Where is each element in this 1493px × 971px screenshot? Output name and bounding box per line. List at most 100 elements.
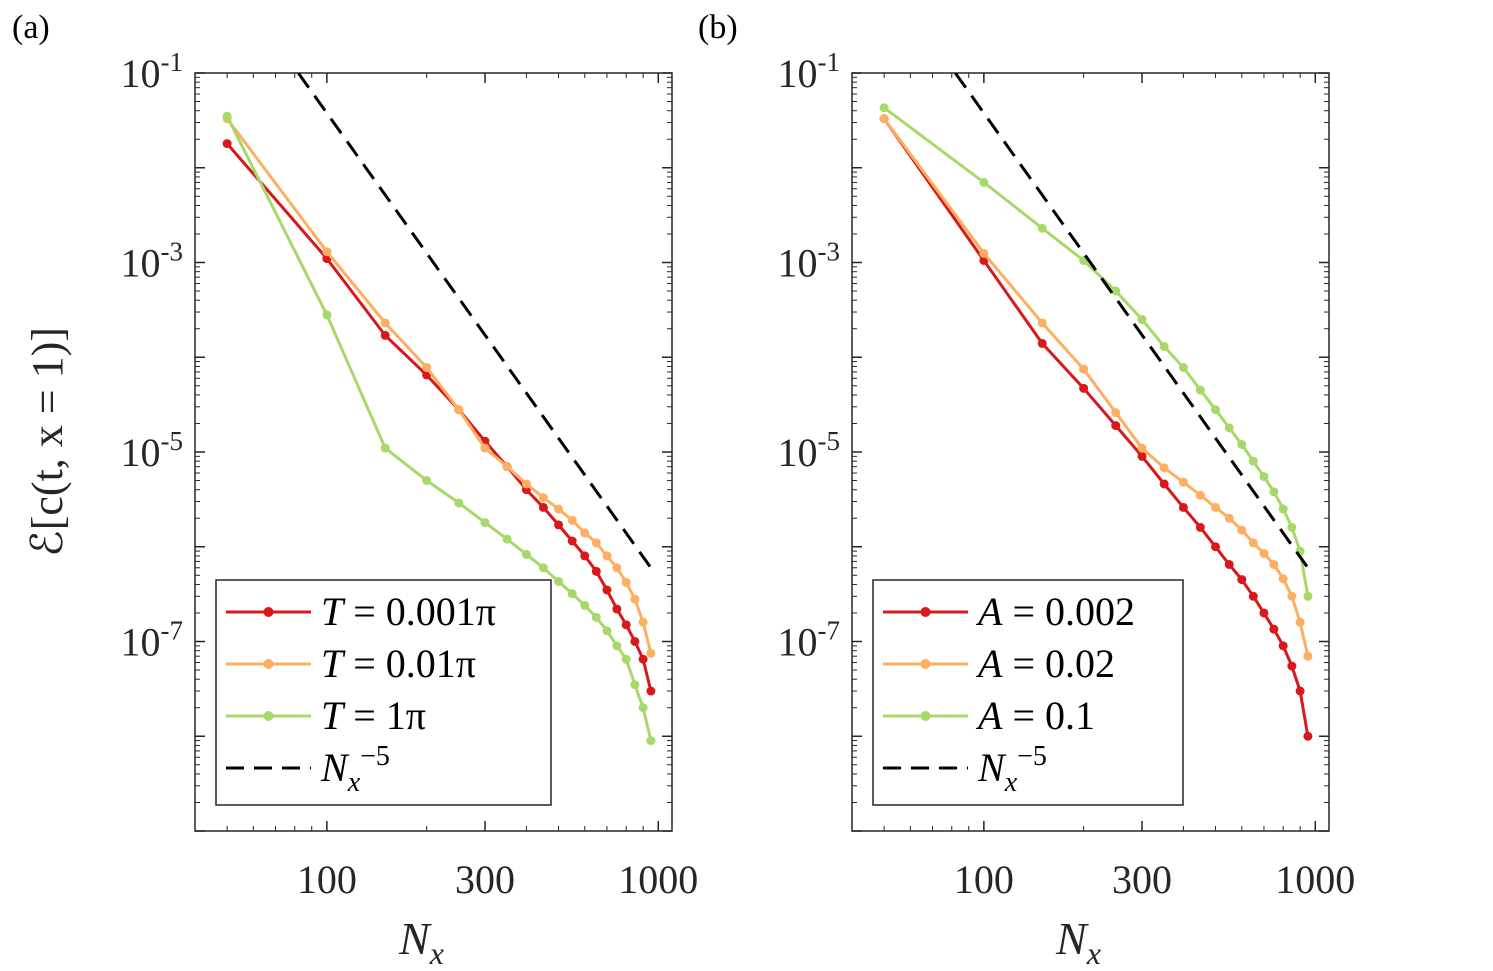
x-tick-label: 1000 bbox=[1275, 857, 1355, 902]
data-point bbox=[1278, 574, 1288, 584]
data-point bbox=[1159, 463, 1169, 473]
data-point bbox=[580, 600, 590, 610]
legend-label: T = 1π bbox=[321, 693, 426, 738]
data-point bbox=[1248, 456, 1258, 466]
x-tick-label: 300 bbox=[1112, 857, 1172, 902]
data-point bbox=[1178, 502, 1188, 512]
data-point bbox=[1259, 548, 1269, 558]
y-tick-label: 10-1 bbox=[778, 47, 841, 96]
data-point bbox=[1195, 385, 1205, 395]
y-tick-label: 10-5 bbox=[121, 426, 184, 475]
legend-label: T = 0.01π bbox=[321, 641, 476, 686]
data-point bbox=[1159, 341, 1169, 351]
data-point bbox=[1079, 364, 1089, 374]
data-point bbox=[422, 362, 432, 372]
data-point bbox=[1111, 408, 1121, 418]
legend-label: A = 0.02 bbox=[975, 641, 1115, 686]
series-line-3 bbox=[954, 73, 1310, 569]
data-point bbox=[1079, 383, 1089, 393]
data-point bbox=[1195, 522, 1205, 532]
series-line-1 bbox=[882, 117, 1310, 657]
data-point bbox=[1287, 591, 1297, 601]
data-point bbox=[621, 654, 631, 664]
series-line-1 bbox=[225, 117, 653, 654]
data-point bbox=[480, 518, 490, 528]
y-tick-label: 10-5 bbox=[778, 426, 841, 475]
data-point bbox=[567, 589, 577, 599]
data-point bbox=[646, 736, 656, 746]
data-point bbox=[630, 637, 640, 646]
data-point bbox=[322, 310, 332, 320]
data-point bbox=[979, 248, 989, 258]
data-point bbox=[222, 111, 232, 121]
data-point bbox=[591, 612, 601, 622]
data-point bbox=[1224, 423, 1234, 433]
x-tick-label: 100 bbox=[297, 857, 357, 902]
data-point bbox=[480, 443, 490, 453]
data-point bbox=[1303, 591, 1313, 601]
data-point bbox=[1224, 559, 1234, 569]
y-tick-label: 10-7 bbox=[778, 616, 841, 665]
x-tick-label: 300 bbox=[455, 857, 515, 902]
data-point bbox=[638, 654, 648, 664]
data-point bbox=[422, 476, 432, 486]
data-point bbox=[580, 551, 590, 561]
data-point bbox=[1278, 641, 1288, 651]
legend-marker bbox=[920, 607, 931, 617]
series-group bbox=[222, 73, 656, 746]
legend-marker bbox=[263, 607, 274, 617]
data-point bbox=[612, 563, 622, 573]
data-point bbox=[1211, 542, 1221, 552]
series-line-2 bbox=[883, 106, 1310, 597]
data-point bbox=[380, 443, 390, 453]
data-point bbox=[502, 462, 512, 472]
data-point bbox=[380, 318, 390, 328]
data-point bbox=[222, 139, 232, 149]
legend-label: A = 0.1 bbox=[975, 693, 1095, 738]
data-point bbox=[602, 551, 612, 561]
data-point bbox=[1237, 439, 1247, 449]
x-axis-title: Nx bbox=[398, 913, 444, 971]
data-point bbox=[612, 641, 622, 651]
data-point bbox=[521, 479, 531, 489]
data-point bbox=[1287, 661, 1297, 671]
data-point bbox=[380, 330, 390, 340]
data-point bbox=[1224, 513, 1234, 523]
data-point bbox=[1287, 522, 1297, 532]
data-point bbox=[621, 577, 631, 587]
legend-label: Nx−5 bbox=[977, 741, 1047, 798]
y-tick-label: 10-3 bbox=[778, 237, 841, 286]
data-point bbox=[454, 498, 464, 508]
data-point bbox=[646, 686, 656, 696]
data-point bbox=[1259, 608, 1269, 618]
data-point bbox=[1178, 477, 1188, 487]
series-line-3 bbox=[297, 73, 653, 569]
data-point bbox=[538, 493, 548, 503]
panel-b: (b) 100 300 1000 10-1 10-3 10-5 10-7 Nx A = 0.002… bbox=[698, 9, 1355, 971]
data-point bbox=[538, 563, 548, 573]
data-point bbox=[1295, 617, 1305, 627]
data-point bbox=[879, 114, 889, 124]
data-point bbox=[612, 604, 622, 614]
data-point bbox=[554, 504, 564, 514]
data-point bbox=[1111, 286, 1121, 296]
data-point bbox=[567, 536, 577, 546]
panel-label: (b) bbox=[698, 9, 738, 46]
data-point bbox=[1137, 315, 1147, 325]
data-point bbox=[1037, 223, 1047, 233]
data-point bbox=[638, 703, 648, 713]
data-point bbox=[1237, 575, 1247, 585]
legend: A = 0.002 A = 0.02 A = 0.1Nx−5 bbox=[872, 579, 1184, 806]
data-point bbox=[521, 549, 531, 559]
data-point bbox=[1295, 686, 1305, 696]
data-point bbox=[454, 405, 464, 415]
data-point bbox=[1278, 504, 1288, 514]
data-point bbox=[567, 515, 577, 525]
data-point bbox=[502, 534, 512, 544]
data-point bbox=[1178, 362, 1188, 372]
data-point bbox=[602, 626, 612, 636]
legend-marker bbox=[920, 711, 931, 721]
data-point bbox=[1137, 451, 1147, 461]
